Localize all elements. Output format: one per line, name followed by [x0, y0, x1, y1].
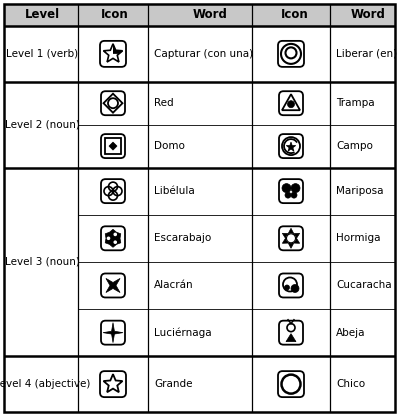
Text: Icon: Icon: [101, 8, 129, 22]
Circle shape: [284, 285, 290, 290]
Circle shape: [113, 233, 117, 236]
FancyBboxPatch shape: [278, 41, 304, 67]
FancyBboxPatch shape: [279, 226, 303, 250]
Text: Hormiga: Hormiga: [336, 233, 381, 243]
Text: Escarabajo: Escarabajo: [154, 233, 211, 243]
Polygon shape: [103, 44, 122, 62]
Text: Cucaracha: Cucaracha: [336, 280, 392, 290]
Polygon shape: [109, 142, 117, 150]
Text: Trampa: Trampa: [336, 98, 375, 108]
Text: Chico: Chico: [336, 379, 365, 389]
Text: Liberar (en): Liberar (en): [336, 49, 397, 59]
Text: Level: Level: [24, 8, 59, 22]
Text: Campo: Campo: [336, 141, 373, 151]
FancyBboxPatch shape: [100, 41, 126, 67]
Text: Level 2 (noun): Level 2 (noun): [4, 120, 79, 130]
Polygon shape: [103, 323, 123, 343]
FancyBboxPatch shape: [101, 321, 125, 344]
FancyBboxPatch shape: [279, 321, 303, 344]
Wedge shape: [105, 46, 121, 62]
FancyBboxPatch shape: [101, 91, 125, 115]
FancyBboxPatch shape: [101, 226, 125, 250]
Polygon shape: [282, 228, 300, 248]
Circle shape: [291, 183, 300, 193]
Polygon shape: [106, 278, 120, 292]
Circle shape: [286, 234, 296, 243]
Circle shape: [291, 192, 297, 198]
Text: Mariposa: Mariposa: [336, 186, 383, 196]
FancyBboxPatch shape: [100, 371, 126, 397]
FancyBboxPatch shape: [278, 371, 304, 397]
Circle shape: [288, 101, 294, 108]
Circle shape: [282, 183, 291, 193]
Text: Icon: Icon: [281, 8, 309, 22]
Polygon shape: [105, 229, 121, 247]
Text: Libélula: Libélula: [154, 186, 195, 196]
FancyBboxPatch shape: [279, 134, 303, 158]
Circle shape: [285, 192, 291, 198]
Text: Word: Word: [351, 8, 385, 22]
Text: Luciérnaga: Luciérnaga: [154, 327, 211, 338]
Circle shape: [113, 240, 117, 244]
Text: Alacrán: Alacrán: [154, 280, 194, 290]
Text: Red: Red: [154, 98, 174, 108]
Text: Capturar (con una): Capturar (con una): [154, 49, 253, 59]
FancyBboxPatch shape: [279, 273, 303, 297]
Circle shape: [107, 237, 110, 240]
FancyBboxPatch shape: [279, 179, 303, 203]
Polygon shape: [286, 142, 296, 151]
Text: Domo: Domo: [154, 141, 185, 151]
FancyBboxPatch shape: [101, 273, 125, 297]
FancyBboxPatch shape: [101, 134, 125, 158]
Polygon shape: [286, 334, 296, 342]
Text: Abeja: Abeja: [336, 328, 365, 338]
Text: Word: Word: [193, 8, 227, 22]
Circle shape: [291, 285, 299, 292]
FancyBboxPatch shape: [279, 91, 303, 115]
Text: Level 3 (noun): Level 3 (noun): [4, 257, 79, 267]
FancyBboxPatch shape: [101, 179, 125, 203]
Text: Level 1 (verb): Level 1 (verb): [6, 49, 78, 59]
Text: Level 4 (abjective): Level 4 (abjective): [0, 379, 90, 389]
Bar: [4, 4, 395, 26]
Text: Grande: Grande: [154, 379, 192, 389]
Bar: [105, 138, 121, 154]
